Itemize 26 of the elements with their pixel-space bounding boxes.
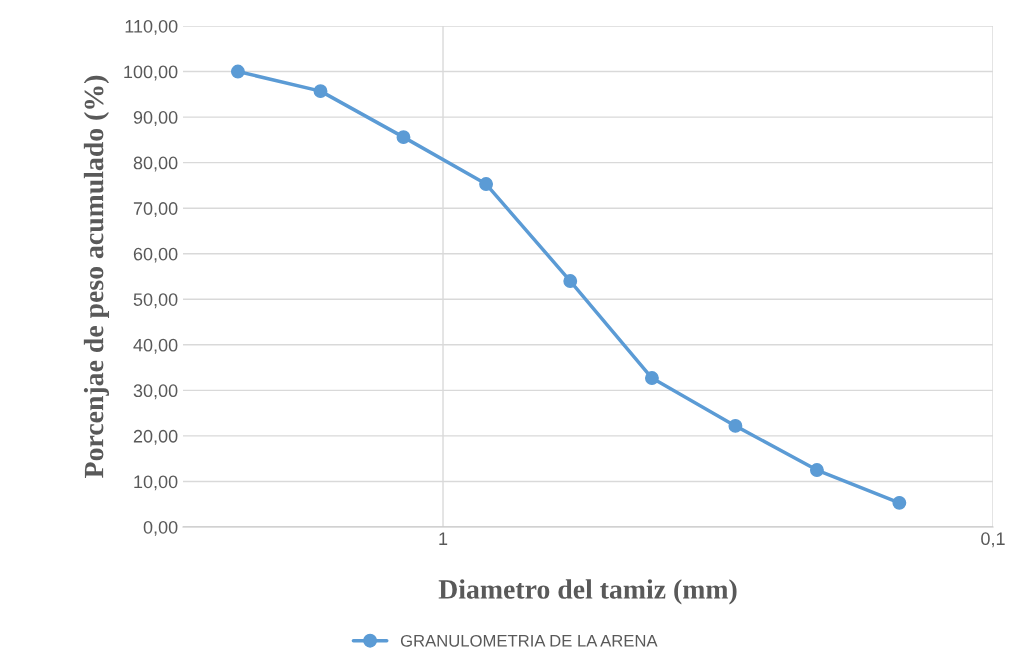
y-tick-label: 0,00 [143,520,178,536]
y-tick-label: 80,00 [133,156,178,172]
point [809,463,824,478]
x-tick-label: 1 [439,532,448,545]
y-tick-label: 90,00 [133,111,178,126]
point [563,274,578,288]
y-tick-label: 30,00 [133,384,178,400]
x-tick-label: 0,1 [981,532,1005,548]
y-tick-label: 10,00 [134,475,178,491]
y-tick-label: 110,00 [125,19,178,35]
point [479,177,494,191]
point [313,84,328,99]
y-tick-label: 20,00 [133,429,178,445]
x-axis-title: Diametro del tamiz (mm) [438,579,737,605]
y-tick-label: 100,00 [124,65,178,81]
y-axis-title: Porcenjae de peso acumulado (%) [83,75,110,478]
y-tick-label: 50,00 [133,293,178,309]
point [230,64,245,79]
point [644,371,659,386]
legend-label: GRANULOMETRIA DE LA ARENA [400,634,658,647]
y-tick-label: 40,00 [133,338,178,354]
point [396,130,411,145]
y-tick-label: 70,00 [133,202,178,218]
y-tick-label: 60,00 [133,247,178,263]
point [892,495,907,510]
point [728,418,743,433]
